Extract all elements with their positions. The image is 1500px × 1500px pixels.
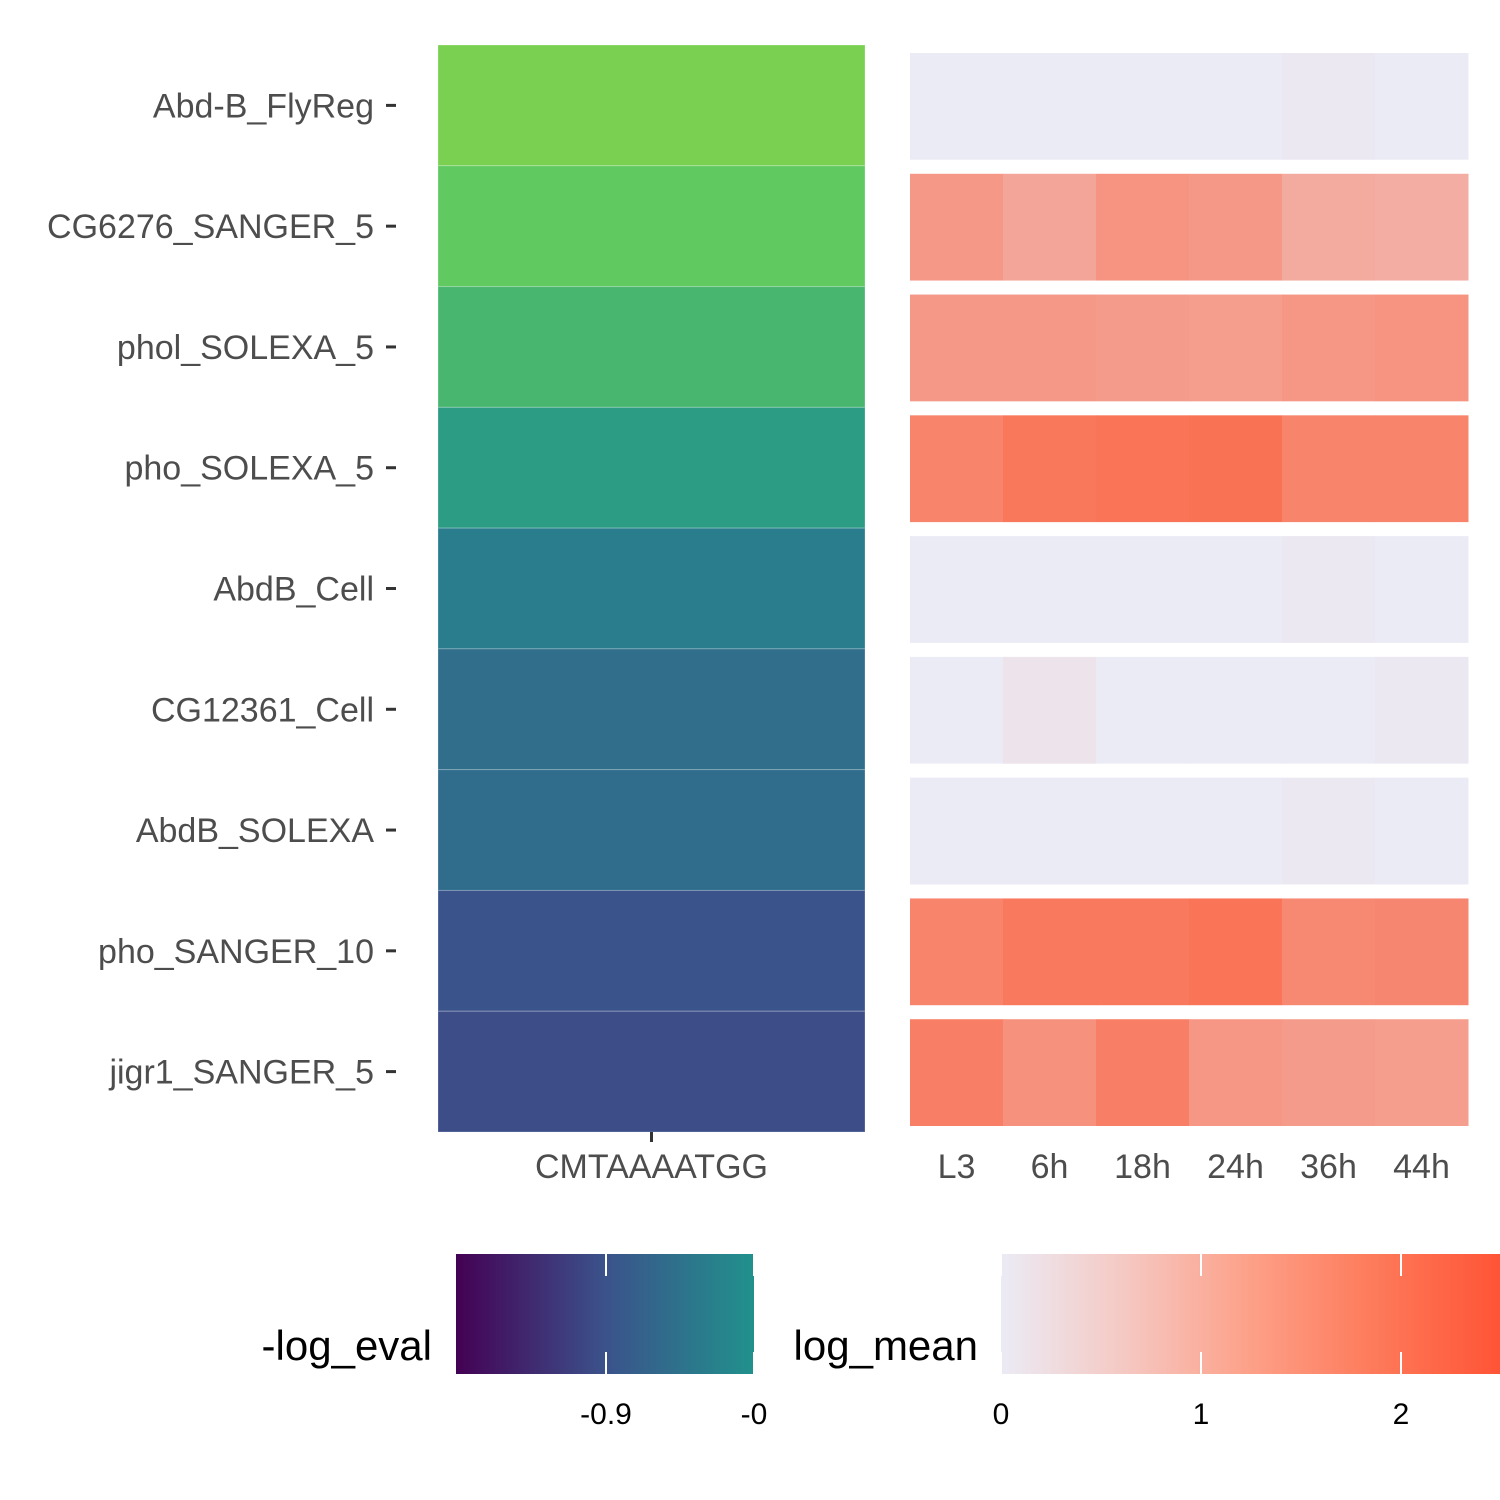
heat-cell	[1003, 656, 1097, 764]
legend-title: -log_eval	[262, 1322, 432, 1369]
heat-cell	[1189, 656, 1283, 764]
heat-cell	[1282, 294, 1376, 402]
row-label: pho_SOLEXA_5	[124, 450, 374, 488]
heat-cell	[1003, 53, 1097, 160]
row-label: AbdB_SOLEXA	[136, 812, 374, 850]
heat-cell	[1003, 1019, 1097, 1126]
heat-cell	[1375, 294, 1469, 402]
heat-cell	[1003, 415, 1097, 523]
row-label: pho_SANGER_10	[98, 933, 374, 971]
x-label: 44h	[1393, 1148, 1450, 1186]
heat-cell	[910, 656, 1004, 764]
heat-cell	[1096, 173, 1190, 281]
heat-cell	[1375, 173, 1469, 281]
x-label: 18h	[1114, 1148, 1171, 1186]
heat-cell	[1189, 1019, 1283, 1126]
heat-cell	[1375, 415, 1469, 523]
heat-cell	[437, 286, 866, 408]
heat-cell	[1375, 1019, 1469, 1126]
legend-title: log_mean	[794, 1322, 978, 1369]
heat-cell	[910, 53, 1004, 160]
heat-cell	[437, 648, 866, 771]
heat-cell	[1096, 898, 1190, 1006]
row-label: Abd-B_FlyReg	[153, 87, 374, 125]
heat-cell	[1375, 536, 1469, 643]
heat-cell	[1189, 898, 1283, 1006]
heat-cell	[1003, 536, 1097, 643]
row-label: jigr1_SANGER_5	[108, 1054, 374, 1092]
heat-cell	[1003, 294, 1097, 402]
heat-cell	[1189, 294, 1283, 402]
row-label: phol_SOLEXA_5	[117, 329, 374, 367]
x-label: 36h	[1300, 1148, 1357, 1186]
heat-cell	[1282, 777, 1376, 885]
heat-cell	[1096, 777, 1190, 885]
colorbar-label: 0	[993, 1398, 1010, 1431]
heat-cell	[437, 1010, 866, 1133]
colorbar-label: 1	[1193, 1398, 1210, 1431]
heat-cell	[1003, 173, 1097, 281]
heat-cell	[910, 777, 1004, 885]
heat-cell	[1282, 898, 1376, 1006]
heat-cell	[1096, 656, 1190, 764]
heat-cell	[910, 294, 1004, 402]
heat-cell	[437, 889, 866, 1012]
heat-cell	[1096, 415, 1190, 523]
heat-cell	[1096, 53, 1190, 160]
heat-cell	[1003, 777, 1097, 885]
colorbar	[1001, 1254, 1500, 1374]
heat-cell	[910, 536, 1004, 643]
heat-cell	[1282, 1019, 1376, 1126]
colorbar-label: -0	[741, 1398, 768, 1431]
heat-cell	[1096, 1019, 1190, 1126]
row-label: AbdB_Cell	[213, 571, 374, 609]
x-label: CMTAAAATGG	[535, 1148, 768, 1186]
heat-cell	[1003, 898, 1097, 1006]
heat-cell	[1375, 777, 1469, 885]
heat-cell	[437, 165, 866, 288]
heat-cell	[1282, 173, 1376, 281]
heat-cell	[1189, 536, 1283, 643]
heat-cell	[1282, 415, 1376, 523]
heat-cell	[910, 173, 1004, 281]
heat-cell	[910, 898, 1004, 1006]
row-label: CG6276_SANGER_5	[47, 208, 374, 246]
heat-cell	[1375, 53, 1469, 160]
heat-cell	[437, 44, 866, 167]
heat-cell	[437, 406, 866, 529]
colorbar-label: -0.9	[580, 1398, 632, 1431]
x-label: 24h	[1207, 1148, 1264, 1186]
heat-cell	[910, 415, 1004, 523]
heat-cell	[1189, 53, 1283, 160]
heat-cell	[1189, 415, 1283, 523]
heat-cell	[910, 1019, 1004, 1126]
heat-cell	[1096, 536, 1190, 643]
heat-cell	[1282, 536, 1376, 643]
colorbar-label: 2	[1393, 1398, 1410, 1431]
x-label: L3	[938, 1148, 976, 1186]
x-label: 6h	[1031, 1148, 1069, 1186]
heat-cell	[1282, 656, 1376, 764]
heat-cell	[1189, 777, 1283, 885]
heat-cell	[1375, 898, 1469, 1006]
heat-cell	[437, 527, 866, 650]
heat-cell	[1282, 53, 1376, 160]
heat-cell	[1096, 294, 1190, 402]
heat-cell	[1375, 656, 1469, 764]
heat-cell	[1189, 173, 1283, 281]
row-label: CG12361_Cell	[151, 691, 374, 729]
heat-cell	[437, 769, 866, 891]
